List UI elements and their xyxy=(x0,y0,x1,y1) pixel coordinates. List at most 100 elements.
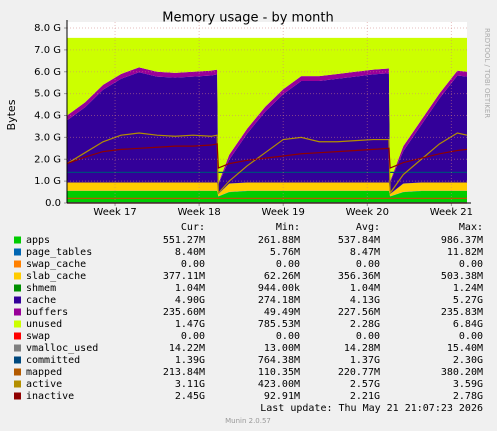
legend-name: shmem xyxy=(26,283,56,294)
legend-stat: 6.84G xyxy=(453,319,483,330)
legend-stat: 213.84M xyxy=(163,367,205,378)
legend-stat: 1.04M xyxy=(350,283,380,294)
y-tick-label: 1.0 G xyxy=(34,176,61,187)
legend-stat: 4.90G xyxy=(175,295,205,306)
legend-header: Max: xyxy=(459,222,483,233)
y-tick-label: 3.0 G xyxy=(34,132,61,143)
legend-stat: 0.00 xyxy=(459,259,483,270)
legend-stat: 2.45G xyxy=(175,391,205,402)
legend-swatch xyxy=(14,260,21,268)
legend-swatch xyxy=(14,356,21,364)
legend-swatch xyxy=(14,236,21,244)
legend-stat: 8.40M xyxy=(175,247,205,258)
legend-swatch xyxy=(14,392,21,400)
legend-stat: 0.00 xyxy=(356,259,380,270)
legend-stat: 0.00 xyxy=(459,331,483,342)
legend-stat: 2.57G xyxy=(350,379,380,390)
legend-stat: 0.00 xyxy=(181,259,205,270)
legend-stat: 14.22M xyxy=(169,343,205,354)
legend-stat: 62.26M xyxy=(264,271,300,282)
legend-swatch xyxy=(14,284,21,292)
line-series xyxy=(66,132,468,195)
legend-swatch xyxy=(14,380,21,388)
legend-stat: 235.60M xyxy=(163,307,205,318)
line-series xyxy=(66,143,468,169)
legend-swatch xyxy=(14,248,21,256)
x-tick-label: Week 21 xyxy=(430,207,473,218)
legend-name: swap xyxy=(26,331,50,342)
legend-stat: 2.78G xyxy=(453,391,483,402)
legend-header: Avg: xyxy=(356,222,380,233)
legend-swatch xyxy=(14,344,21,352)
legend-stat: 11.82M xyxy=(447,247,483,258)
x-tick-label: Week 20 xyxy=(346,207,389,218)
legend-stat: 785.53M xyxy=(258,319,300,330)
side-text: RRDTOOL / TOBI OETIKER xyxy=(483,28,491,118)
legend-name: inactive xyxy=(26,391,74,402)
legend-stat: 0.00 xyxy=(276,259,300,270)
legend-header: Min: xyxy=(276,222,300,233)
legend-stat: 220.77M xyxy=(338,367,380,378)
area-series xyxy=(67,37,467,184)
x-tick-label: Week 18 xyxy=(177,207,220,218)
y-tick-label: 2.0 G xyxy=(34,154,61,165)
legend-stat: 235.83M xyxy=(441,307,483,318)
legend-stat: 1.39G xyxy=(175,355,205,366)
legend-stat: 274.18M xyxy=(258,295,300,306)
legend-name: mapped xyxy=(26,367,62,378)
legend-stat: 5.27G xyxy=(453,295,483,306)
legend-stat: 503.38M xyxy=(441,271,483,282)
legend-swatch xyxy=(14,368,21,376)
legend-stat: 13.00M xyxy=(264,343,300,354)
legend-stat: 0.00 xyxy=(356,331,380,342)
legend-name: active xyxy=(26,379,62,390)
legend-name: vmalloc_used xyxy=(26,343,98,354)
legend-stat: 944.00k xyxy=(258,283,300,294)
legend-stat: 1.37G xyxy=(350,355,380,366)
legend-name: unused xyxy=(26,319,62,330)
y-tick-label: 5.0 G xyxy=(34,89,61,100)
legend-stat: 261.88M xyxy=(258,235,300,246)
legend-name: page_tables xyxy=(26,247,92,258)
legend-stat: 1.24M xyxy=(453,283,483,294)
legend-stat: 537.84M xyxy=(338,235,380,246)
legend-name: apps xyxy=(26,235,50,246)
legend-stat: 49.49M xyxy=(264,307,300,318)
legend-stat: 3.11G xyxy=(175,379,205,390)
legend-name: committed xyxy=(26,355,80,366)
y-tick-label: 8.0 G xyxy=(34,23,61,34)
legend-name: slab_cache xyxy=(26,271,86,282)
legend-stat: 0.00 xyxy=(276,331,300,342)
y-tick-label: 7.0 G xyxy=(34,45,61,56)
area-series xyxy=(67,190,467,203)
legend-stat: 2.21G xyxy=(350,391,380,402)
legend-swatch xyxy=(14,320,21,328)
legend-swatch xyxy=(14,308,21,316)
y-tick-label: 6.0 G xyxy=(34,67,61,78)
legend-swatch xyxy=(14,296,21,304)
legend-swatch xyxy=(14,332,21,340)
legend-stat: 3.59G xyxy=(453,379,483,390)
legend-stat: 5.76M xyxy=(270,247,300,258)
legend-header: Cur: xyxy=(181,222,205,233)
legend-name: cache xyxy=(26,295,56,306)
legend-stat: 15.40M xyxy=(447,343,483,354)
legend-stat: 4.13G xyxy=(350,295,380,306)
legend-stat: 92.91M xyxy=(264,391,300,402)
legend-stat: 356.36M xyxy=(338,271,380,282)
legend-stat: 423.00M xyxy=(258,379,300,390)
legend-stat: 986.37M xyxy=(441,235,483,246)
legend-stat: 764.38M xyxy=(258,355,300,366)
legend-stat: 551.27M xyxy=(163,235,205,246)
y-tick-label: 0.0 xyxy=(45,198,61,209)
legend-stat: 227.56M xyxy=(338,307,380,318)
legend-stat: 1.04M xyxy=(175,283,205,294)
legend-stat: 1.47G xyxy=(175,319,205,330)
legend-stat: 377.11M xyxy=(163,271,205,282)
legend-stat: 2.30G xyxy=(453,355,483,366)
legend-swatch xyxy=(14,272,21,280)
legend-name: swap_cache xyxy=(26,259,86,270)
footer: Last update: Thu May 21 21:07:23 2026 xyxy=(260,403,483,414)
legend-name: buffers xyxy=(26,307,68,318)
